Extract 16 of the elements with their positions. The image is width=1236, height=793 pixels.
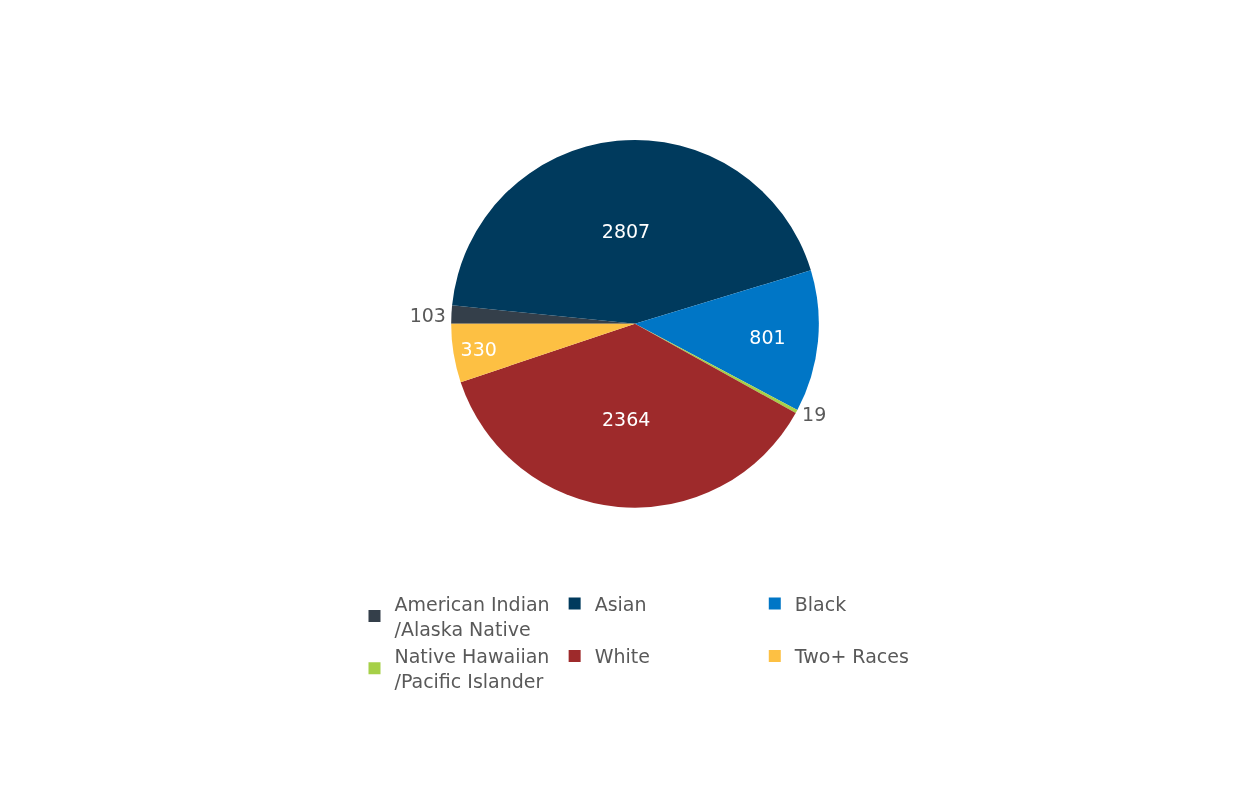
legend-label: Native Hawaiian /Pacific Islander [394,645,550,693]
pie-slice [451,323,635,383]
legend-label: Two+ Races [793,645,909,668]
legend-label: American Indian /Alaska Native [394,593,550,640]
data-label: 801 [749,325,786,348]
pie-slice [460,323,796,508]
legend-label: White [594,645,650,668]
legend-label: Black [794,593,847,616]
data-label: 2807 [601,220,651,243]
data-label: 2364 [602,408,651,431]
pie-slice [452,140,811,324]
pie-slice [451,305,635,324]
data-label: 103 [409,303,446,326]
data-label: 19 [802,403,827,426]
legend-label: Asian [594,593,647,616]
data-label: 330 [460,338,497,361]
